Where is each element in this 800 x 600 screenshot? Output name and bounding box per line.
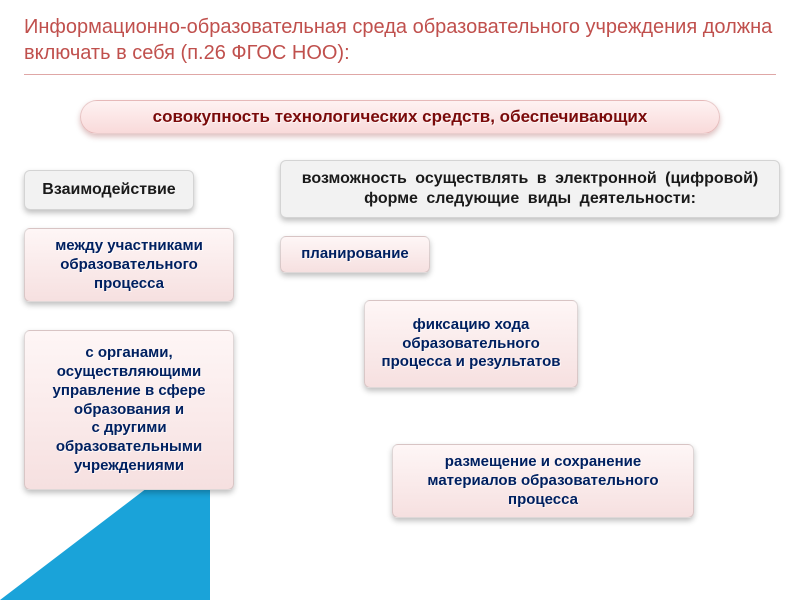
banner-text: совокупность технологических средств, об… xyxy=(153,107,648,126)
box-e-activities: возможность осуществлять в электронной (… xyxy=(280,160,780,218)
box-interaction: Взаимодействие xyxy=(24,170,194,210)
box-fixation-text: фиксацию хода образовательного процесса … xyxy=(377,316,565,372)
box-participants: между участниками образовательного проце… xyxy=(24,228,234,302)
banner-pill: совокупность технологических средств, об… xyxy=(80,100,720,134)
box-interaction-text: Взаимодействие xyxy=(42,180,175,200)
box-e-activities-text: возможность осуществлять в электронной (… xyxy=(293,169,767,209)
box-authorities-text: с органами, осуществляющими управление в… xyxy=(37,344,221,475)
box-planning-text: планирование xyxy=(301,245,409,264)
box-storage-text: размещение и сохранение материалов образ… xyxy=(405,453,681,509)
box-authorities: с органами, осуществляющими управление в… xyxy=(24,330,234,490)
box-storage: размещение и сохранение материалов образ… xyxy=(392,444,694,518)
box-fixation: фиксацию хода образовательного процесса … xyxy=(364,300,578,388)
page-title: Информационно-образовательная среда обра… xyxy=(24,14,776,66)
box-planning: планирование xyxy=(280,236,430,273)
box-participants-text: между участниками образовательного проце… xyxy=(37,237,221,293)
title-underline xyxy=(24,74,776,75)
